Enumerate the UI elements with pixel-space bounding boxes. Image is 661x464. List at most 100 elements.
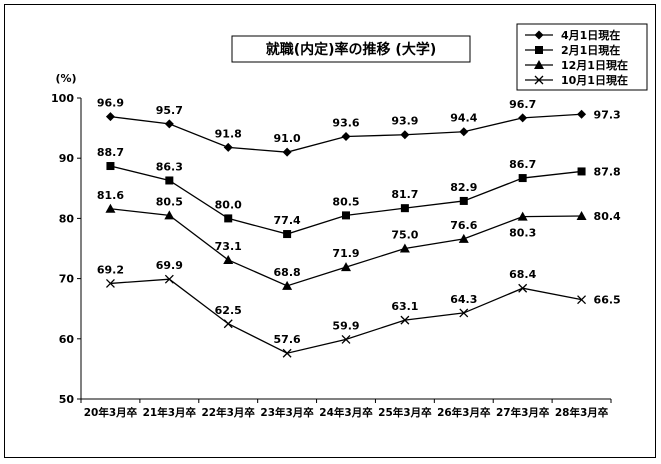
data-point <box>224 214 233 223</box>
data-point <box>341 262 351 272</box>
data-point <box>517 211 528 221</box>
data-label: 97.3 <box>594 108 621 121</box>
data-point <box>105 203 116 213</box>
data-label: 86.7 <box>509 158 536 171</box>
data-point <box>518 174 527 183</box>
y-tick-label: 80 <box>59 212 75 225</box>
data-point <box>223 142 233 152</box>
data-label: 69.2 <box>97 263 124 276</box>
chart-frame <box>4 4 656 458</box>
data-label: 86.3 <box>156 160 183 173</box>
data-point <box>106 162 115 171</box>
x-tick-label: 26年3月卒 <box>437 406 491 419</box>
x-tick-label: 23年3月卒 <box>260 406 314 419</box>
data-point <box>459 127 469 137</box>
x-tick-label: 28年3月卒 <box>555 406 609 419</box>
data-label: 64.3 <box>450 293 477 306</box>
y-tick-label: 50 <box>59 393 75 406</box>
data-label: 94.4 <box>450 112 477 125</box>
data-label: 93.6 <box>332 117 359 130</box>
data-label: 57.6 <box>274 333 301 346</box>
data-point <box>399 243 410 253</box>
legend-marker <box>534 60 544 69</box>
data-point <box>282 280 293 290</box>
x-tick-label: 22年3月卒 <box>202 406 256 419</box>
data-label: 93.9 <box>391 115 418 128</box>
legend-marker <box>534 75 544 85</box>
legend-label: 2月1日現在 <box>561 43 620 57</box>
data-label: 76.6 <box>450 219 477 232</box>
data-point <box>164 210 175 220</box>
series-3: 81.6 80.5 73.1 68.8 71.9 75.0 76.6 80.3 80.4 <box>97 189 621 290</box>
data-label: 73.1 <box>215 240 242 253</box>
data-label: 63.1 <box>391 300 418 313</box>
x-tick-label: 27年3月卒 <box>496 406 550 419</box>
data-label: 80.4 <box>594 210 621 223</box>
data-point <box>400 204 409 213</box>
x-tick-label: 24年3月卒 <box>319 406 373 419</box>
legend-marker <box>535 46 543 54</box>
data-point <box>458 233 469 243</box>
axes: 50 60 70 80 90 100 20年3月卒 21年3月卒 22年3月卒 23年3月卒 24年… <box>51 92 612 419</box>
data-label: 91.0 <box>274 132 301 145</box>
data-label: 66.5 <box>594 294 621 307</box>
data-label: 80.3 <box>509 227 536 240</box>
data-point <box>164 274 174 284</box>
data-label: 96.7 <box>509 98 536 111</box>
series-2: 88.7 86.3 80.0 77.4 80.5 81.7 82.9 86.7 87.8 <box>97 146 621 239</box>
chart-title: 就職(内定)率の推移 (大学) <box>266 41 436 58</box>
legend-label: 12月1日現在 <box>561 58 628 72</box>
data-label: 77.4 <box>274 214 301 227</box>
y-tick-label: 100 <box>51 92 74 105</box>
data-point <box>341 132 351 142</box>
data-point <box>400 315 410 325</box>
data-label: 68.4 <box>509 268 536 281</box>
data-point <box>223 254 234 264</box>
data-label: 69.9 <box>156 259 183 272</box>
y-unit-label: (%) <box>55 72 76 85</box>
series-layer: 96.9 95.7 91.8 91.0 93.6 93.9 94.4 96.7 97.3 88.7… <box>97 97 621 358</box>
data-label: 82.9 <box>450 181 477 194</box>
data-point <box>577 167 586 176</box>
data-point <box>518 113 528 123</box>
legend-marker <box>534 30 544 40</box>
series-1: 96.9 95.7 91.8 91.0 93.6 93.9 94.4 96.7 97.3 <box>97 97 621 157</box>
data-label: 96.9 <box>97 97 124 110</box>
data-label: 91.8 <box>215 127 242 140</box>
data-label: 81.6 <box>97 189 124 202</box>
data-label: 75.0 <box>391 229 418 242</box>
data-label: 80.5 <box>156 195 183 208</box>
data-point <box>400 130 410 140</box>
data-label: 80.0 <box>215 198 242 211</box>
x-tick-label: 25年3月卒 <box>378 406 432 419</box>
data-point <box>283 230 292 239</box>
legend-label: 4月1日現在 <box>561 28 620 42</box>
data-point <box>459 196 468 205</box>
data-point <box>105 112 115 122</box>
series-4: 69.2 69.9 62.5 57.6 59.9 63.1 64.3 68.4 66.5 <box>97 259 621 358</box>
data-point <box>105 278 115 288</box>
data-point <box>577 295 587 305</box>
data-point <box>282 147 292 157</box>
data-label: 88.7 <box>97 146 124 159</box>
x-tick-label: 20年3月卒 <box>84 406 138 419</box>
data-point <box>459 308 469 318</box>
data-point <box>518 283 528 293</box>
legend-label: 10月1日現在 <box>561 73 628 87</box>
data-point <box>342 211 350 220</box>
x-tick-label: 21年3月卒 <box>143 406 197 419</box>
data-point <box>165 176 174 185</box>
data-label: 59.9 <box>332 319 359 332</box>
data-point <box>223 319 233 329</box>
data-label: 68.8 <box>274 266 301 279</box>
data-label: 95.7 <box>156 104 183 117</box>
y-tick-label: 90 <box>59 152 75 165</box>
data-point <box>576 210 587 220</box>
title-box <box>231 35 471 63</box>
y-tick-label: 70 <box>59 273 75 286</box>
series-line <box>110 278 582 354</box>
data-label: 81.7 <box>391 188 418 201</box>
data-label: 80.5 <box>332 195 359 208</box>
